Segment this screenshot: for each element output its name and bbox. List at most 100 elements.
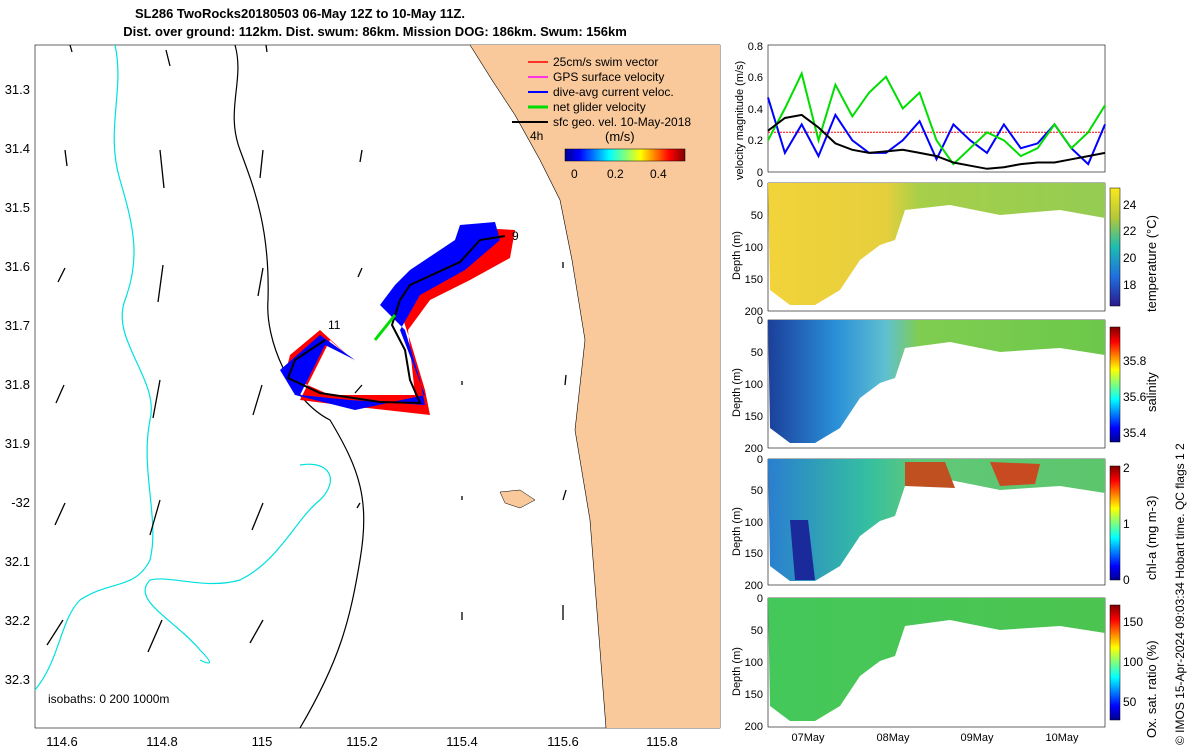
- y-tick: 50: [751, 347, 763, 359]
- y-tick: 31.8: [5, 377, 30, 392]
- salinity-field: [768, 320, 1105, 443]
- x-tick: 115.6: [547, 734, 579, 749]
- temperature-label: temperature (°C): [1144, 215, 1159, 312]
- y-tick: 100: [745, 517, 763, 529]
- velocity-y-ticks: 0 0.2 0.4 0.6 0.8: [748, 41, 763, 179]
- cbar-tick: 35.8: [1123, 354, 1147, 368]
- x-tick: 08May: [876, 732, 910, 744]
- cbar-tick: 20: [1123, 251, 1137, 265]
- y-tick: 150: [745, 548, 763, 560]
- y-tick: 31.5: [5, 200, 30, 215]
- track-label-9: 9: [512, 229, 519, 243]
- y-tick: 0: [757, 593, 763, 605]
- x-tick: 115: [252, 734, 273, 749]
- y-tick: 200: [745, 443, 763, 455]
- colorbar-tick-2: 0.4: [650, 167, 667, 181]
- scale-label: 4h: [530, 129, 543, 143]
- y-tick: 0.4: [748, 104, 763, 116]
- x-tick: 115.2: [346, 734, 378, 749]
- legend-entry-net: net glider velocity: [528, 100, 646, 114]
- cbar-tick: 18: [1123, 278, 1137, 292]
- salinity-cbar-ticks: 35.8 35.6 35.4: [1123, 354, 1147, 440]
- y-tick: 32.2: [5, 613, 30, 628]
- coast-land: [470, 45, 720, 728]
- y-tick: 150: [745, 274, 763, 286]
- legend-entry-swim: 25cm/s swim vector: [528, 55, 658, 69]
- velocity-line-sfc-geo: [767, 113, 1106, 170]
- map-panel: 9 11 25cm/s swim vector GPS surface velo…: [5, 44, 721, 749]
- oxygen-panel: 150 100 50 Ox. sat. ratio (%) 07May 08Ma…: [767, 597, 1159, 744]
- velocity-ylabel: velocity magnitude (m/s): [734, 61, 746, 180]
- depth-ticks: 0 50 100 150 200 0 50 100 150 200 0 50 1…: [745, 178, 763, 733]
- y-tick: 100: [745, 242, 763, 254]
- y-tick: 50: [751, 485, 763, 497]
- y-tick: 0: [757, 454, 763, 466]
- colorbar-unit: (m/s): [605, 129, 635, 144]
- colorbar-tick-1: 0.2: [607, 167, 624, 181]
- y-tick: 31.3: [5, 82, 30, 97]
- y-tick: 100: [745, 657, 763, 669]
- isobath-1000: [34, 44, 154, 691]
- velocity-line-net-glider: [767, 70, 1106, 166]
- chlorophyll-cbar-ticks: 2 1 0: [1123, 461, 1130, 587]
- chart-title-line1: SL286 TwoRocks20180503 06-May 12Z to 10-…: [135, 6, 465, 21]
- cbar-tick: 24: [1123, 198, 1137, 212]
- isobaths-label: isobaths: 0 200 1000m: [48, 692, 169, 706]
- map-x-ticks: 114.6 114.8 115 115.2 115.4 115.6 115.8: [46, 734, 678, 749]
- svg-text:net glider velocity: net glider velocity: [553, 100, 646, 114]
- x-tick: 07May: [791, 732, 825, 744]
- y-tick: 200: [745, 580, 763, 592]
- y-tick: -32: [11, 495, 30, 510]
- depth-label: Depth (m): [731, 647, 743, 696]
- y-tick: 200: [745, 721, 763, 733]
- swim-vector-band: [285, 228, 515, 415]
- svg-text:dive-avg current veloc.: dive-avg current veloc.: [553, 85, 674, 99]
- oxygen-cbar-ticks: 150 100 50: [1123, 615, 1143, 709]
- oxygen-label: Ox. sat. ratio (%): [1144, 640, 1159, 738]
- temperature-field: [768, 183, 1105, 305]
- chl-max-patch: [990, 462, 1040, 486]
- track-label-11: 11: [328, 318, 341, 332]
- time-x-ticks: 07May 08May 09May 10May: [791, 732, 1079, 744]
- y-tick: 150: [745, 689, 763, 701]
- chlorophyll-label: chl-a (mg m-3): [1144, 495, 1159, 580]
- colorbar-tick-0: 0: [571, 167, 578, 181]
- y-tick: 0: [757, 315, 763, 327]
- velocity-frame: [767, 44, 1106, 173]
- y-tick: 0.6: [748, 72, 763, 84]
- x-tick: 114.6: [46, 734, 78, 749]
- y-tick: 200: [745, 306, 763, 318]
- legend-entry-dive-avg: dive-avg current veloc.: [528, 85, 674, 99]
- track-line: [286, 235, 506, 405]
- chlorophyll-field: [768, 459, 1105, 581]
- y-tick: 31.6: [5, 259, 30, 274]
- x-tick: 09May: [960, 732, 994, 744]
- cbar-tick: 100: [1123, 655, 1143, 669]
- map-legend: 25cm/s swim vector GPS surface velocity …: [512, 55, 691, 181]
- y-tick: 32.1: [5, 554, 30, 569]
- svg-text:25cm/s swim vector: 25cm/s swim vector: [553, 55, 658, 69]
- coastline: [469, 44, 607, 729]
- depth-label: Depth (m): [731, 507, 743, 556]
- svg-text:sfc geo. vel. 10-May-2018: sfc geo. vel. 10-May-2018: [553, 115, 691, 129]
- oxygen-field: [768, 598, 1105, 721]
- x-tick: 10May: [1045, 732, 1079, 744]
- y-tick: 150: [745, 411, 763, 423]
- chl-max-patch: [905, 462, 955, 488]
- cbar-tick: 1: [1123, 517, 1130, 531]
- y-tick: 0: [757, 178, 763, 190]
- cbar-tick: 2: [1123, 461, 1130, 475]
- x-tick: 114.8: [146, 734, 178, 749]
- salinity-label: salinity: [1144, 372, 1159, 412]
- speed-colorbar: [564, 148, 686, 162]
- cbar-tick: 50: [1123, 695, 1137, 709]
- depth-label: Depth (m): [731, 368, 743, 417]
- map-y-ticks: 31.3 31.4 31.5 31.6 31.7 31.8 31.9 -32 3…: [5, 82, 30, 687]
- geo-velocity-arrows: [46, 44, 567, 653]
- salinity-panel: 35.8 35.6 35.4 salinity: [767, 319, 1159, 449]
- glider-track: 9 11: [280, 222, 519, 415]
- legend-entry-sfc-geo: sfc geo. vel. 10-May-2018: [528, 115, 691, 129]
- chlorophyll-panel: 2 1 0 chl-a (mg m-3): [767, 458, 1159, 587]
- credit-text: © IMOS 15-Apr-2024 09:03:34 Hobart time.…: [1173, 443, 1187, 745]
